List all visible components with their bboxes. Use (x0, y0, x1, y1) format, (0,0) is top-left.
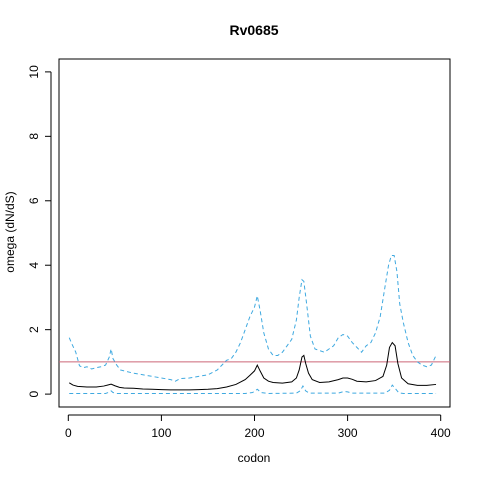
y-axis-label: omega (dN/dS) (3, 191, 17, 272)
y-tick-label: 8 (27, 133, 41, 140)
x-tick-label: 300 (338, 426, 358, 440)
x-tick-label: 100 (151, 426, 171, 440)
y-tick-label: 4 (27, 262, 41, 269)
series-mean-line (68, 341, 437, 391)
y-tick-label: 0 (27, 390, 41, 397)
x-axis-label: codon (238, 451, 271, 465)
x-tick-label: 200 (244, 426, 264, 440)
series-lower-bound-line (69, 384, 437, 394)
y-tick-label: 2 (27, 326, 41, 333)
y-tick-label: 10 (27, 65, 41, 79)
series-layer (68, 255, 437, 394)
y-axis: 0 2 4 6 8 10 (27, 65, 52, 397)
plot-frame (58, 58, 451, 408)
x-tick-label: 400 (431, 426, 451, 440)
x-tick-label: 0 (65, 426, 72, 440)
x-axis: 0 100 200 300 400 (65, 414, 451, 440)
y-tick-label: 6 (27, 197, 41, 204)
chart-title: Rv0685 (229, 22, 278, 38)
